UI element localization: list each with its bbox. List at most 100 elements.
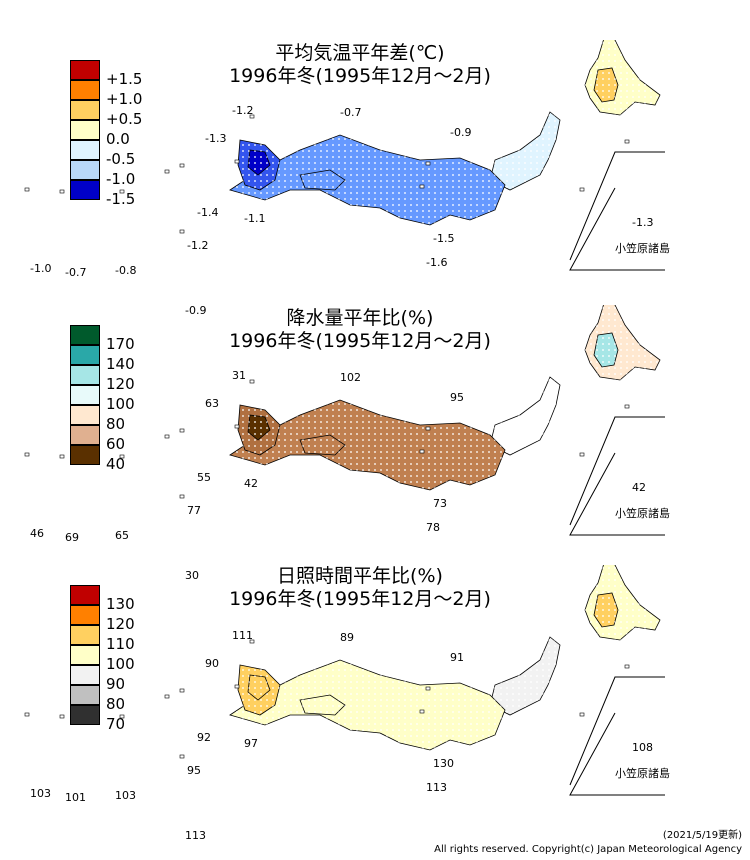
legend-swatch: [70, 445, 100, 465]
station-value-rebun: 31: [232, 369, 246, 382]
panel-temperature: 平均気温平年差(℃) 1996年冬(1995年12月～2月) +1.5 +1.0 +0.…: [0, 40, 750, 317]
legend-swatch: [70, 645, 100, 665]
legend-label: 70: [106, 715, 126, 733]
title-line1: 平均気温平年差(℃): [275, 42, 445, 64]
legend-label: +0.5: [106, 110, 143, 128]
station-value-minamidaito: -0.9: [185, 304, 207, 317]
station-value-yonaguni: 46: [30, 527, 44, 540]
legend-swatch: [70, 365, 100, 385]
station-value-minamidaito: 113: [185, 829, 206, 842]
panel-precipitation: 降水量平年比(%) 1996年冬(1995年12月～2月) 170 140 120 100…: [0, 305, 750, 582]
station-value-sado: -0.9: [450, 126, 472, 139]
station-value-torishima: 78: [426, 521, 440, 534]
legend-swatch: [70, 60, 100, 80]
japan-map: [24, 305, 665, 536]
legend-label: 80: [106, 415, 126, 433]
station-value-tanegashima: 92: [197, 731, 211, 744]
station-value-chichijima: -1.3: [632, 216, 654, 229]
map-title: 降水量平年比(%) 1996年冬(1995年12月～2月): [210, 307, 510, 353]
station-value-rebun: -1.2: [232, 104, 254, 117]
station-value-hachijo: 73: [433, 497, 447, 510]
station-value-torishima: -1.6: [426, 256, 448, 269]
japan-map: [24, 565, 665, 796]
station-value-yonaguni: 103: [30, 787, 51, 800]
legend-swatch: [70, 160, 100, 180]
station-value-chichijima: 108: [632, 741, 653, 754]
station-value-tanegashima: 55: [197, 471, 211, 484]
station-value-okinoshima: -0.7: [340, 106, 362, 119]
station-value-hachijo: -1.5: [433, 232, 455, 245]
legend-swatch: [70, 385, 100, 405]
legend-label: -1.5: [106, 190, 136, 208]
station-value-okinawa: 65: [115, 529, 129, 542]
panel-sunshine: 日照時間平年比(%) 1996年冬(1995年12月～2月) 130 120 110 10…: [0, 565, 750, 842]
legend-label: 110: [106, 635, 135, 653]
legend-label: -0.5: [106, 150, 136, 168]
legend-swatch: [70, 665, 100, 685]
station-value-ishigaki: 101: [65, 791, 86, 804]
station-value-rebun: 111: [232, 629, 253, 642]
legend-swatch: [70, 120, 100, 140]
legend-label: 140: [106, 355, 135, 373]
legend-swatch: [70, 705, 100, 725]
ogasawara-label: 小笠原諸島: [615, 507, 670, 520]
station-value-yakushima: 42: [244, 477, 258, 490]
legend-swatch: [70, 80, 100, 100]
legend-swatch: [70, 425, 100, 445]
legend-swatch: [70, 585, 100, 605]
legend-swatch: [70, 100, 100, 120]
legend-swatch: [70, 685, 100, 705]
legend-label: 40: [106, 455, 126, 473]
station-value-okinawa: -0.8: [115, 264, 137, 277]
station-value-tanegashima: -1.4: [197, 206, 219, 219]
copyright-notice: All rights reserved. Copyright(c) Japan …: [434, 844, 742, 855]
station-value-torishima: 113: [426, 781, 447, 794]
map-title: 日照時間平年比(%) 1996年冬(1995年12月～2月): [210, 565, 510, 611]
station-value-yonaguni: -1.0: [30, 262, 52, 275]
legend-label: 0.0: [106, 130, 130, 148]
station-value-okinoshima: 89: [340, 631, 354, 644]
station-value-hachijo: 130: [433, 757, 454, 770]
station-value-okinoshima: 102: [340, 371, 361, 384]
station-value-amami: -1.2: [187, 239, 209, 252]
legend-label: 100: [106, 655, 135, 673]
station-value-sado: 95: [450, 391, 464, 404]
legend-swatch: [70, 405, 100, 425]
legend-label: +1.5: [106, 70, 143, 88]
legend-label: 90: [106, 675, 126, 693]
station-value-chichijima: 42: [632, 481, 646, 494]
legend-swatch: [70, 605, 100, 625]
ogasawara-label: 小笠原諸島: [615, 242, 670, 255]
legend-swatch: [70, 140, 100, 160]
ogasawara-label: 小笠原諸島: [615, 767, 670, 780]
legend-label: 60: [106, 435, 126, 453]
updated-date: (2021/5/19更新): [662, 830, 742, 841]
legend-label: 120: [106, 375, 135, 393]
station-value-minamidaito: 30: [185, 569, 199, 582]
station-value-ishigaki: -0.7: [65, 266, 87, 279]
station-value-amami: 77: [187, 504, 201, 517]
legend-swatch: [70, 325, 100, 345]
legend-label: 100: [106, 395, 135, 413]
station-value-sado: 91: [450, 651, 464, 664]
legend-label: +1.0: [106, 90, 143, 108]
legend-label: 80: [106, 695, 126, 713]
map-title: 平均気温平年差(℃) 1996年冬(1995年12月～2月): [210, 42, 510, 88]
legend-label: 130: [106, 595, 135, 613]
legend-swatch: [70, 180, 100, 200]
legend-label: 120: [106, 615, 135, 633]
title-line1: 日照時間平年比(%): [277, 565, 443, 587]
station-value-ishigaki: 69: [65, 531, 79, 544]
legend-swatch: [70, 345, 100, 365]
station-value-okinawa: 103: [115, 789, 136, 802]
title-line2: 1996年冬(1995年12月～2月): [229, 65, 491, 87]
legend-swatch: [70, 625, 100, 645]
japan-map: [24, 40, 665, 271]
station-value-yakushima: 97: [244, 737, 258, 750]
legend-label: 170: [106, 335, 135, 353]
title-line2: 1996年冬(1995年12月～2月): [229, 588, 491, 610]
station-value-amami: 95: [187, 764, 201, 777]
station-value-yakushima: -1.1: [244, 212, 266, 225]
station-value-goto: -1.3: [205, 132, 227, 145]
station-value-goto: 63: [205, 397, 219, 410]
